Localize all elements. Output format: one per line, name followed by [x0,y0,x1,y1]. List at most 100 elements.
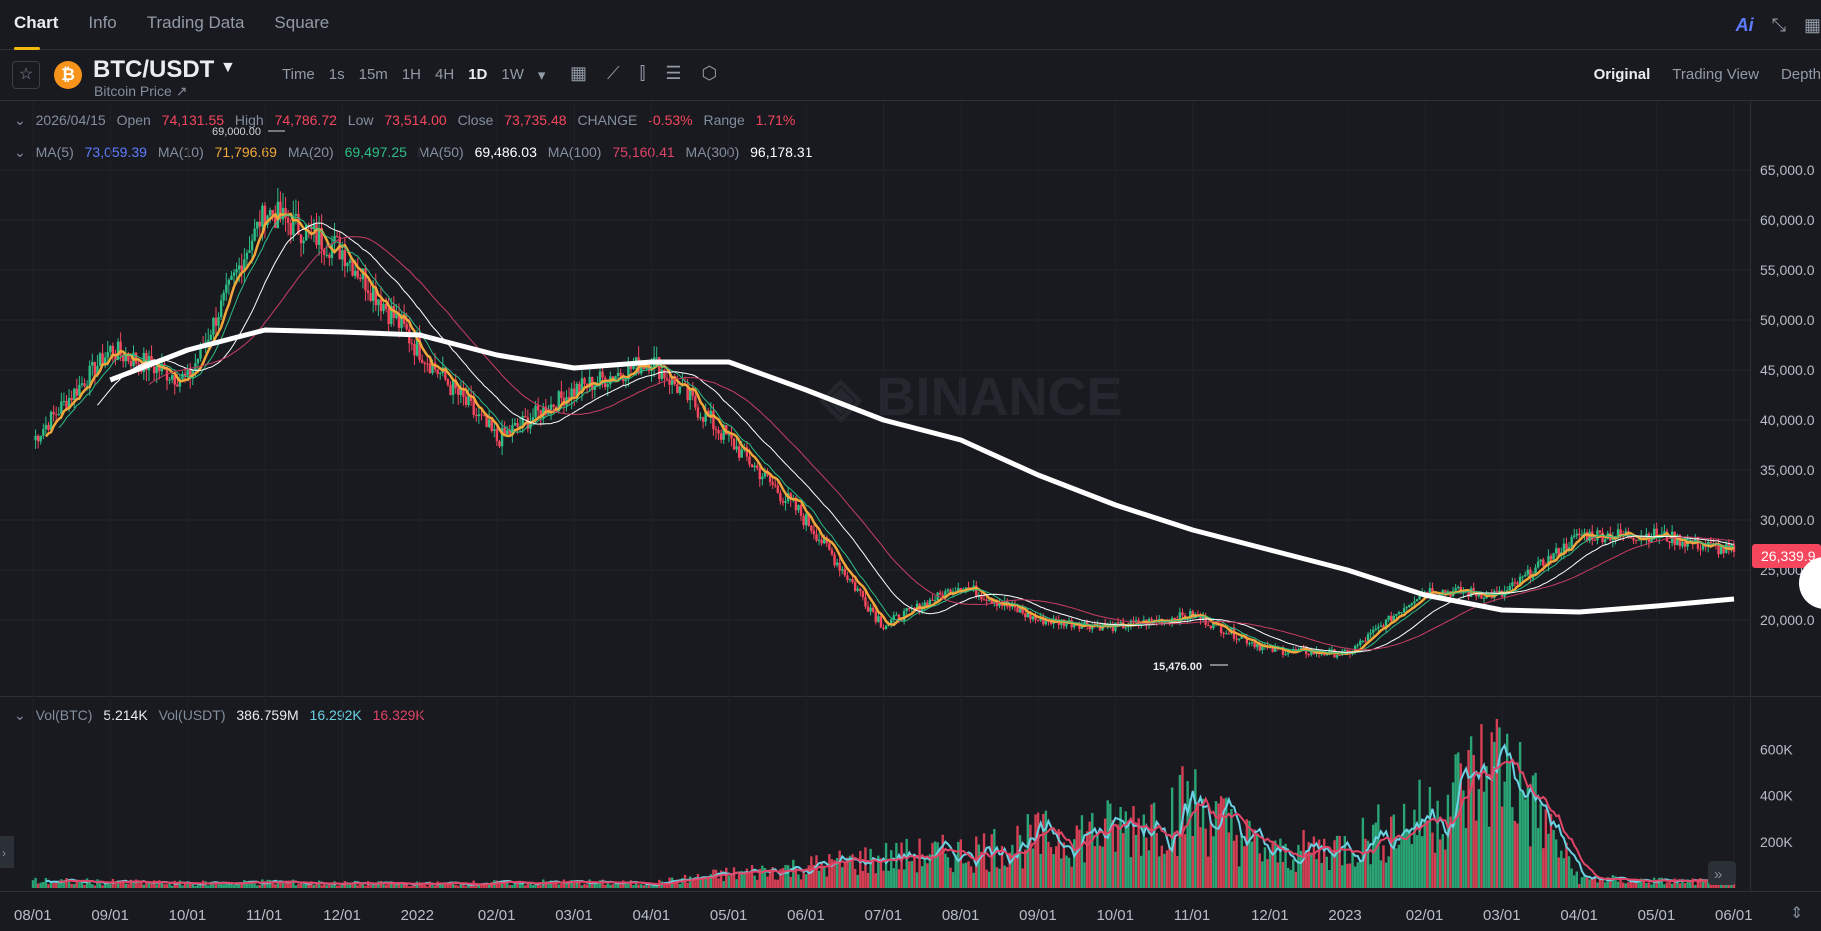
price-axis-tick: 25,000.0 [1760,562,1815,578]
candle-body [439,373,442,375]
candle-body [317,227,321,245]
view-trading-view[interactable]: Trading View [1672,66,1759,83]
tab-chart[interactable]: Chart [14,0,58,50]
candle-body [217,317,220,326]
volume-bar [797,874,800,888]
candle-body [1575,533,1578,536]
volume-bar [980,851,983,888]
ohlc-collapse-chevron-icon[interactable]: ⌄ [14,112,26,128]
candle-body [1557,548,1560,556]
settings-list-icon[interactable]: ☰ [665,63,682,83]
candle-body [160,363,164,372]
candle-body [1142,619,1146,625]
candle-body [472,400,475,415]
volume-bar [1029,824,1032,888]
candle-body [330,243,334,258]
interval-1w[interactable]: 1W [501,66,524,83]
volume-bar [1281,862,1285,888]
candle-body [1284,653,1287,655]
volume-bar [820,861,823,888]
candle-type-icon[interactable]: ⫿ [639,63,646,83]
candle-body [616,372,620,377]
volume-bar [1222,798,1225,888]
collapse-icon[interactable]: ⤡ [1771,14,1786,35]
time-axis-tick: 05/01 [1638,907,1676,924]
candle-body [761,476,764,480]
candle-body [325,254,329,256]
indicator-icon[interactable]: ⟋ [607,63,620,83]
volume-bar [1140,855,1143,888]
vol-collapse-chevron-icon[interactable]: ⌄ [14,707,26,723]
candle-body [142,352,146,372]
tab-square[interactable]: Square [274,12,330,32]
volume-bar [498,881,501,888]
favorite-star-icon[interactable]: ☆ [12,61,40,89]
volume-bar [420,884,424,888]
grid-layout-icon[interactable]: ▦ [1803,14,1821,35]
candle-body [712,410,715,430]
volume-bar [426,886,429,888]
candle-body [1294,649,1298,651]
time-axis-tick: 12/01 [323,907,361,924]
candle-body [1371,629,1375,633]
volume-bar [1042,813,1045,888]
interval-4h[interactable]: 4H [435,66,455,83]
view-original[interactable]: Original [1593,66,1651,83]
volume-bar [134,879,138,888]
pair-dropdown-icon[interactable]: ▼ [220,59,236,76]
interval-1d[interactable]: 1D [468,66,488,83]
volume-bar [578,880,581,888]
volume-bar [719,870,723,888]
assistant-bubble-icon[interactable] [1799,557,1821,609]
ai-button[interactable]: Ai [1735,14,1754,35]
pair-title[interactable]: BTC/USDT [93,56,215,83]
volume-bar [312,884,316,888]
candle-body [302,240,305,244]
volume-bar [779,869,782,888]
fit-axis-icon[interactable]: ⇕ [1790,905,1803,922]
candle-body [1560,552,1563,556]
volume-bar [575,880,579,888]
volume-bar [1513,820,1517,888]
candle-body [1191,611,1194,618]
volume-bar [598,880,602,888]
interval-more-chevron-icon[interactable]: ▾ [537,67,546,84]
left-expand-button[interactable]: › [0,836,14,868]
interval-1h[interactable]: 1H [401,66,421,83]
scroll-right-button[interactable]: » [1708,861,1736,885]
volume-bar [1379,860,1383,888]
volume-bar [1018,835,1022,888]
volume-bar [1665,882,1669,888]
volume-bar [864,847,867,888]
ma100-label: MA(100) [547,144,602,160]
pair-subtitle-link[interactable]: Bitcoin Price ↗ [94,83,188,99]
btc-coin-icon: ₿ [54,61,82,89]
ma-collapse-chevron-icon[interactable]: ⌄ [14,144,26,160]
volume-bar [315,884,318,888]
interval-time[interactable]: Time [282,66,315,83]
candle-body [1647,533,1651,543]
volume-bar [895,842,898,888]
volume-bar [173,880,176,888]
volume-bar [199,884,202,888]
candle-body [1217,621,1220,626]
hexagon-settings-icon[interactable]: ⬡ [701,63,718,83]
candle-body [1418,596,1421,600]
time-axis-tick: 11/01 [1174,907,1210,924]
candle-body [977,594,981,597]
interval-15m[interactable]: 15m [358,66,388,83]
volume-bar [428,881,432,888]
volume-bar [665,884,669,888]
candle-body [1129,620,1133,627]
tab-info[interactable]: Info [88,12,117,32]
candle-body [1317,649,1321,654]
volume-bar [802,869,805,888]
calendar-icon[interactable]: ▦ [570,63,588,83]
interval-1s[interactable]: 1s [328,66,345,83]
view-depth[interactable]: Depth [1780,66,1821,83]
candle-body [1225,633,1228,635]
tab-trading-data[interactable]: Trading Data [146,12,245,32]
volume-bar [1719,883,1723,888]
candle-body [261,205,264,227]
